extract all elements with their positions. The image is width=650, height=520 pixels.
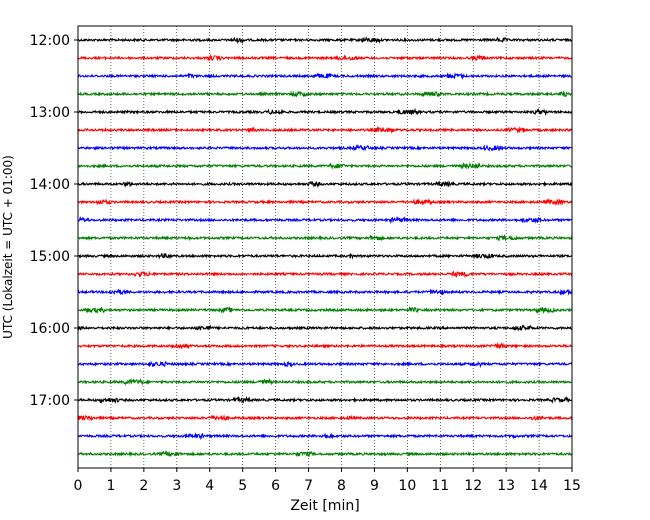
trace-1645 xyxy=(77,377,573,386)
trace-1745 xyxy=(77,449,573,458)
y-axis-label: UTC (Lokalzeit = UTC + 01:00) xyxy=(1,155,15,339)
trace-1500 xyxy=(77,252,573,260)
grid xyxy=(110,26,540,468)
trace-1345 xyxy=(77,161,573,171)
trace-1600 xyxy=(77,324,573,332)
trace-1700 xyxy=(77,395,573,404)
trace-1200 xyxy=(77,35,573,44)
y-axis-ticks: 12:00 13:00 14:00 15:00 16:00 17:00 xyxy=(30,33,78,409)
trace-1315 xyxy=(77,125,573,134)
trace-1230 xyxy=(77,71,573,80)
x-tick-label: 13 xyxy=(497,478,515,494)
trace-1245 xyxy=(77,90,573,98)
trace-1730 xyxy=(77,432,573,441)
y-tick-label: 16:00 xyxy=(30,321,70,337)
trace-1215 xyxy=(77,53,573,63)
trace-1515 xyxy=(77,270,573,279)
x-tick-label: 11 xyxy=(431,478,449,494)
x-tick-label: 8 xyxy=(337,478,346,494)
y-tick-label: 13:00 xyxy=(30,105,70,121)
trace-1400 xyxy=(77,180,573,189)
trace-1415 xyxy=(77,198,573,207)
x-tick-label: 3 xyxy=(172,478,181,494)
trace-1430 xyxy=(77,215,573,225)
x-tick-label: 12 xyxy=(464,478,482,494)
traces xyxy=(77,35,573,458)
x-tick-label: 4 xyxy=(205,478,214,494)
trace-1330 xyxy=(77,144,573,152)
trace-1530 xyxy=(77,288,573,296)
x-tick-label: 15 xyxy=(563,478,581,494)
x-axis-ticks: 0 1 2 3 4 5 6 7 8 9 10 11 12 13 14 15 xyxy=(74,468,581,494)
trace-1545 xyxy=(77,305,573,315)
x-axis-label: Zeit [min] xyxy=(290,498,359,514)
trace-1300 xyxy=(77,107,573,116)
y-tick-label: 14:00 xyxy=(30,177,70,193)
trace-1715 xyxy=(77,414,573,422)
x-tick-label: 5 xyxy=(238,478,247,494)
trace-1615 xyxy=(77,341,573,350)
y-tick-label: 17:00 xyxy=(30,393,70,409)
trace-1630 xyxy=(77,360,573,369)
plot-frame xyxy=(77,25,573,469)
y-tick-label: 12:00 xyxy=(30,33,70,49)
trace-1445 xyxy=(77,234,573,242)
x-tick-label: 0 xyxy=(74,478,83,494)
x-tick-label: 2 xyxy=(139,478,148,494)
x-tick-label: 10 xyxy=(398,478,416,494)
y-tick-label: 15:00 xyxy=(30,249,70,265)
x-tick-label: 1 xyxy=(106,478,115,494)
x-tick-label: 7 xyxy=(304,478,313,494)
x-tick-label: 14 xyxy=(530,478,548,494)
x-tick-label: 6 xyxy=(271,478,280,494)
x-tick-label: 9 xyxy=(370,478,379,494)
